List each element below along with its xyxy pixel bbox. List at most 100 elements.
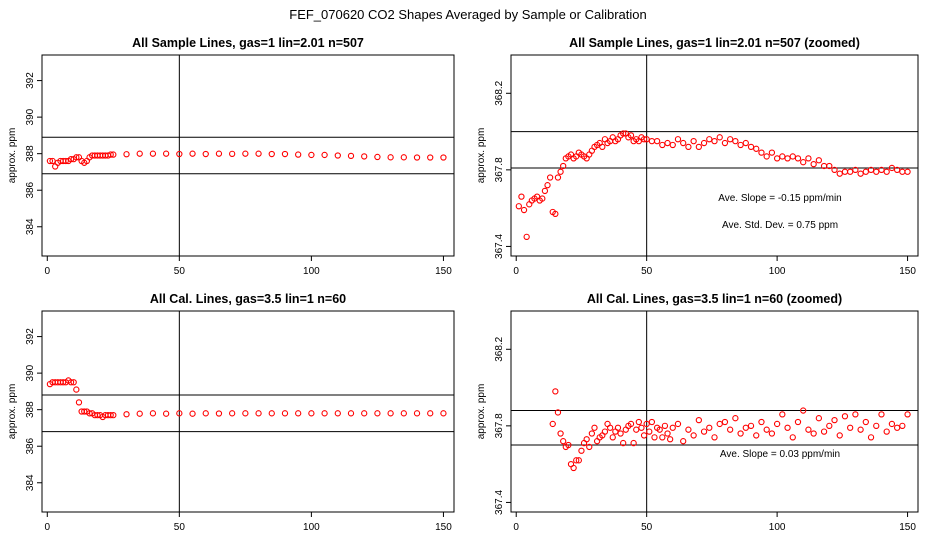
data-point: [646, 428, 653, 435]
data-point: [601, 428, 609, 435]
data-point: [784, 155, 791, 162]
data-point: [176, 150, 183, 158]
data-point: [800, 159, 807, 166]
data-point: [758, 418, 765, 426]
data-point: [815, 415, 823, 422]
data-point: [110, 151, 117, 158]
data-point: [515, 203, 522, 210]
data-point: [552, 210, 559, 218]
y-tick-label: 368.2: [494, 80, 505, 105]
data-point: [554, 409, 562, 416]
annotation-text: Ave. Slope = -0.15 ppm/min: [718, 193, 842, 204]
data-point: [721, 418, 729, 426]
data-point: [826, 162, 833, 170]
data-point: [883, 168, 890, 175]
x-tick-label: 150: [435, 266, 452, 277]
data-point: [680, 438, 687, 445]
data-point: [427, 410, 434, 417]
y-tick-label: 367.4: [494, 233, 505, 258]
x-tick-label: 0: [513, 266, 519, 277]
data-point: [836, 170, 843, 177]
data-point: [878, 166, 885, 174]
data-point: [557, 430, 564, 437]
data-point: [643, 420, 650, 428]
data-point: [557, 168, 564, 175]
data-point: [586, 443, 593, 451]
data-point: [873, 168, 880, 175]
data-point: [753, 145, 760, 152]
y-tick-label: 386: [25, 181, 36, 198]
data-point: [588, 430, 596, 437]
data-point: [695, 143, 702, 151]
data-point: [321, 410, 328, 417]
data-point: [149, 410, 157, 417]
data-point: [685, 143, 692, 151]
data-point: [136, 410, 143, 417]
data-point: [805, 155, 812, 162]
annotation-text: Ave. Slope = 0.03 ppm/min: [720, 449, 840, 460]
data-point: [136, 150, 143, 157]
data-point: [627, 132, 635, 139]
x-tick-label: 50: [174, 522, 186, 533]
data-point: [826, 422, 833, 430]
data-point: [599, 143, 606, 151]
data-point: [656, 426, 663, 433]
data-point: [711, 137, 718, 145]
data-point: [873, 422, 880, 430]
data-point: [794, 155, 802, 162]
data-point: [899, 422, 906, 430]
data-point: [810, 160, 817, 168]
y-tick-label: 390: [25, 108, 36, 125]
data-point: [59, 379, 67, 386]
data-point: [904, 411, 911, 418]
data-point: [427, 154, 434, 161]
data-point: [552, 388, 559, 395]
data-point: [374, 153, 381, 161]
data-point: [763, 153, 770, 160]
data-point: [413, 410, 421, 417]
data-point: [387, 410, 394, 417]
data-point: [867, 166, 875, 174]
y-tick-label: 392: [25, 328, 36, 345]
data-point: [123, 151, 130, 158]
data-point: [669, 141, 676, 149]
plot-frame: [510, 310, 919, 513]
data-point: [123, 411, 130, 418]
data-point: [747, 143, 755, 151]
data-point: [215, 150, 223, 157]
data-point: [635, 418, 642, 426]
data-point: [295, 410, 302, 417]
data-point: [308, 410, 315, 417]
y-tick-label: 386: [25, 437, 36, 454]
data-point: [664, 139, 671, 147]
data-point: [46, 157, 54, 165]
data-point: [583, 436, 590, 443]
data-point: [544, 182, 551, 189]
chart-panel-2: All Sample Lines, gas=1 lin=2.01 n=507 (…: [476, 36, 919, 277]
data-point: [716, 134, 723, 141]
plot-frame: [41, 54, 455, 257]
data-point: [862, 418, 869, 426]
data-point: [202, 150, 209, 158]
x-tick-label: 0: [45, 266, 51, 277]
data-point: [361, 410, 368, 417]
data-point: [268, 150, 275, 158]
data-point: [400, 154, 407, 161]
data-point: [857, 170, 864, 177]
y-tick-label: 392: [25, 72, 36, 89]
data-point: [638, 424, 645, 431]
data-point: [440, 154, 447, 161]
data-point: [560, 162, 567, 170]
data-point: [820, 428, 828, 435]
data-point: [805, 426, 812, 433]
data-point: [52, 163, 59, 170]
data-point: [81, 408, 88, 415]
data-point: [518, 193, 525, 200]
data-point: [334, 410, 341, 417]
data-point: [86, 410, 93, 417]
data-point: [162, 410, 170, 417]
x-tick-label: 150: [899, 522, 916, 533]
data-point: [888, 164, 896, 172]
data-point: [321, 151, 328, 159]
data-point: [847, 168, 854, 175]
